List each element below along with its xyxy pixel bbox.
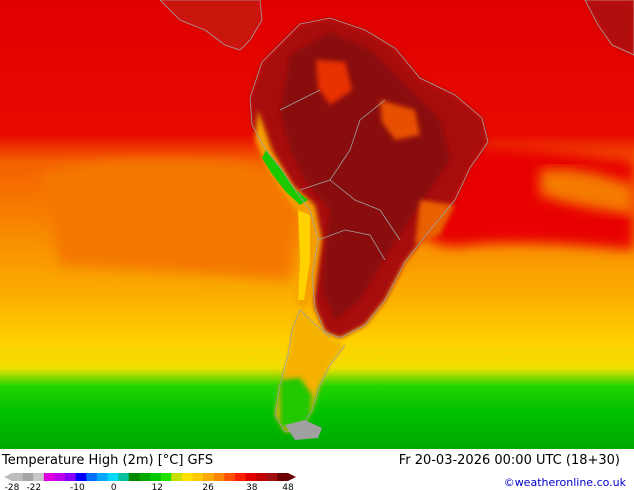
africa-land [585, 0, 634, 55]
scale-swatch [22, 473, 34, 481]
southeast-coast-patch [415, 200, 455, 245]
scale-swatch [266, 473, 278, 481]
color-scale-legend: -28 -22 -10 0 12 26 38 48 [4, 473, 296, 490]
atlantic-orange-zone [540, 168, 634, 215]
scale-swatch [256, 473, 268, 481]
country-borders [159, 0, 634, 433]
pacific-orange-zone [40, 160, 300, 280]
tierra-del-fuego [285, 420, 322, 440]
patagonia-green [280, 378, 312, 432]
scale-tick-label: 48 [282, 483, 294, 490]
scale-swatch [107, 473, 119, 481]
scale-swatch [43, 473, 55, 481]
scale-swatch [33, 473, 45, 481]
scale-swatch [171, 473, 183, 481]
andes-green-strip [262, 150, 308, 205]
scale-swatch [277, 473, 289, 481]
valid-time: Fr 20-03-2026 00:00 UTC (18+30) [398, 453, 620, 468]
map-footer: Temperature High (2m) [°C] GFS Fr 20-03-… [0, 449, 634, 490]
scale-swatch [213, 473, 225, 481]
scale-tick-label: 12 [152, 483, 163, 490]
andes-yellow-strip [298, 210, 310, 300]
scale-right-arrow [288, 473, 296, 481]
central-america-land [160, 0, 262, 50]
scale-swatch [86, 473, 98, 481]
interior-hot-core [280, 32, 450, 320]
scale-tick-label: 26 [202, 483, 214, 490]
temperature-map [0, 0, 634, 449]
scale-swatch [203, 473, 215, 481]
scale-swatch [118, 473, 130, 481]
scale-tick-label: 38 [246, 483, 258, 490]
scale-swatch [234, 473, 246, 481]
scale-swatch [224, 473, 236, 481]
scale-tick-label: -22 [26, 483, 41, 490]
scale-swatch [160, 473, 172, 481]
scale-swatch [139, 473, 151, 481]
map-title: Temperature High (2m) [°C] GFS [2, 453, 214, 468]
amazon-orange-patch [316, 60, 352, 105]
scale-left-arrow [4, 473, 12, 481]
scale-swatch [12, 473, 24, 481]
scale-swatch [96, 473, 108, 481]
scale-tick-label: 0 [111, 483, 117, 490]
scale-swatch [65, 473, 77, 481]
scale-swatch [75, 473, 87, 481]
scale-swatch [54, 473, 66, 481]
scale-tick-label: -28 [5, 483, 20, 490]
scale-swatch [150, 473, 162, 481]
credit-link[interactable]: ©weatheronline.co.uk [503, 476, 626, 489]
scale-tick-label: -10 [70, 483, 85, 490]
guiana-patch [380, 100, 420, 140]
scale-swatch [245, 473, 257, 481]
scale-swatch [192, 473, 204, 481]
scale-swatch [128, 473, 140, 481]
scale-swatch [181, 473, 193, 481]
